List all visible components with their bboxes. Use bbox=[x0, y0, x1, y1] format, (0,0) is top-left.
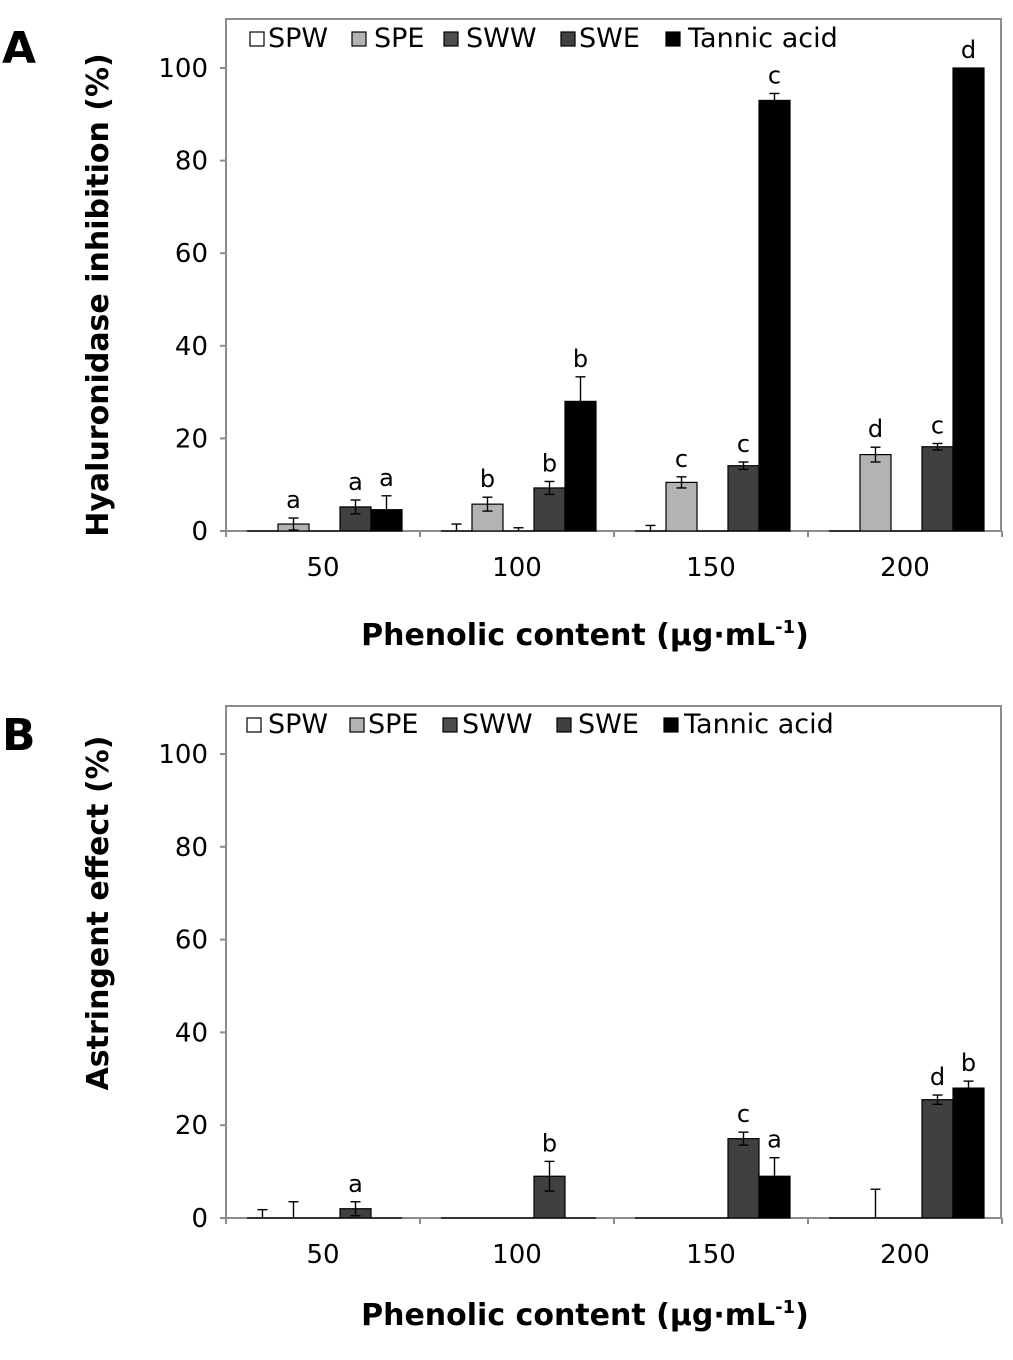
x-axis-title-close: ) bbox=[795, 618, 809, 653]
significance-label: b bbox=[542, 449, 557, 477]
x-tick-label: 150 bbox=[686, 1240, 736, 1270]
significance-label: c bbox=[931, 411, 944, 439]
legend-label: SPW bbox=[268, 23, 328, 54]
x-axis-title-superscript: -1 bbox=[775, 617, 795, 638]
x-axis-title-main: Phenolic content (μg·mL bbox=[361, 1298, 775, 1333]
panel-letter: B bbox=[2, 710, 36, 761]
legend-swatch bbox=[349, 717, 365, 733]
legend-label: Tannic acid bbox=[683, 709, 834, 740]
significance-label: a bbox=[348, 468, 363, 496]
x-axis-title: Phenolic content (μg·mL-1) bbox=[361, 1297, 809, 1333]
significance-label: c bbox=[675, 445, 688, 473]
y-tick-label: 0 bbox=[191, 517, 208, 547]
plot-frame bbox=[225, 705, 1002, 1219]
significance-label: a bbox=[767, 1126, 782, 1154]
legend-swatch bbox=[443, 31, 459, 47]
bar-tannic-acid bbox=[952, 67, 985, 532]
y-tick-label: 0 bbox=[191, 1204, 208, 1234]
bar-swe bbox=[727, 1138, 760, 1219]
significance-label: a bbox=[379, 464, 394, 492]
x-tick-label: 150 bbox=[686, 553, 736, 583]
significance-label: c bbox=[737, 1100, 750, 1128]
significance-label: c bbox=[768, 61, 781, 89]
legend-swatch bbox=[663, 717, 679, 733]
significance-label: b bbox=[961, 1049, 976, 1077]
y-tick-label: 40 bbox=[175, 332, 208, 362]
legend-label: SPW bbox=[268, 709, 328, 740]
y-tick-label: 100 bbox=[158, 740, 208, 770]
legend-label: SWE bbox=[579, 23, 640, 54]
legend-label: SPE bbox=[374, 23, 424, 54]
legend-label: SPE bbox=[368, 709, 418, 740]
bar-tannic-acid bbox=[758, 99, 791, 532]
panel-a: A 0 20 40 60 80 100 50 100 150 200 Hyaluronidase in… bbox=[2, 18, 1003, 653]
x-tick-label: 200 bbox=[880, 553, 930, 583]
significance-label: b bbox=[542, 1129, 557, 1157]
legend-label: Tannic acid bbox=[687, 23, 838, 54]
significance-label: a bbox=[348, 1170, 363, 1198]
legend-swatch bbox=[560, 31, 576, 47]
panel-b: B 0 20 40 60 80 100 50 100 150 200 Astringent effec… bbox=[2, 705, 1003, 1333]
y-axis-title: Hyaluronidase inhibition (%) bbox=[81, 53, 116, 537]
y-tick-label: 80 bbox=[175, 833, 208, 863]
significance-label: d bbox=[930, 1063, 945, 1091]
x-axis-title: Phenolic content (μg·mL-1) bbox=[361, 617, 809, 653]
significance-label: b bbox=[480, 465, 495, 493]
y-tick-label: 80 bbox=[175, 147, 208, 177]
significance-label: b bbox=[573, 345, 588, 373]
significance-label: c bbox=[737, 430, 750, 458]
legend-swatch bbox=[442, 717, 458, 733]
legend-swatch bbox=[665, 31, 681, 47]
y-axis-title: Astringent effect (%) bbox=[81, 736, 116, 1091]
bar-swe bbox=[921, 446, 954, 532]
x-axis-title-main: Phenolic content (μg·mL bbox=[361, 618, 775, 653]
x-tick-label: 50 bbox=[306, 553, 339, 583]
legend-swatch bbox=[556, 717, 572, 733]
significance-label: d bbox=[868, 415, 883, 443]
legend-label: SWW bbox=[462, 709, 533, 740]
y-tick-label: 100 bbox=[158, 54, 208, 84]
panel-letter: A bbox=[2, 23, 36, 74]
legend-swatch bbox=[246, 717, 262, 733]
legend-swatch bbox=[249, 31, 265, 47]
x-axis-title-close: ) bbox=[795, 1298, 809, 1333]
x-tick-label: 200 bbox=[880, 1240, 930, 1270]
bar-tannic-acid bbox=[952, 1087, 985, 1219]
significance-label: a bbox=[286, 486, 301, 514]
bar-swe bbox=[921, 1099, 954, 1219]
bar-spe bbox=[665, 481, 698, 532]
legend-label: SWW bbox=[466, 23, 537, 54]
y-tick-label: 20 bbox=[175, 1111, 208, 1141]
y-tick-label: 40 bbox=[175, 1018, 208, 1048]
y-tick-label: 60 bbox=[175, 239, 208, 269]
bar-spe bbox=[859, 454, 892, 532]
x-axis-title-superscript: -1 bbox=[775, 1297, 795, 1318]
bar-swe bbox=[727, 465, 760, 532]
legend-swatch bbox=[351, 31, 367, 47]
y-tick-label: 60 bbox=[175, 926, 208, 956]
significance-label: d bbox=[961, 36, 976, 64]
x-tick-label: 100 bbox=[492, 553, 542, 583]
x-tick-label: 100 bbox=[492, 1240, 542, 1270]
y-tick-label: 20 bbox=[175, 424, 208, 454]
x-tick-label: 50 bbox=[306, 1240, 339, 1270]
legend-label: SWE bbox=[578, 709, 639, 740]
